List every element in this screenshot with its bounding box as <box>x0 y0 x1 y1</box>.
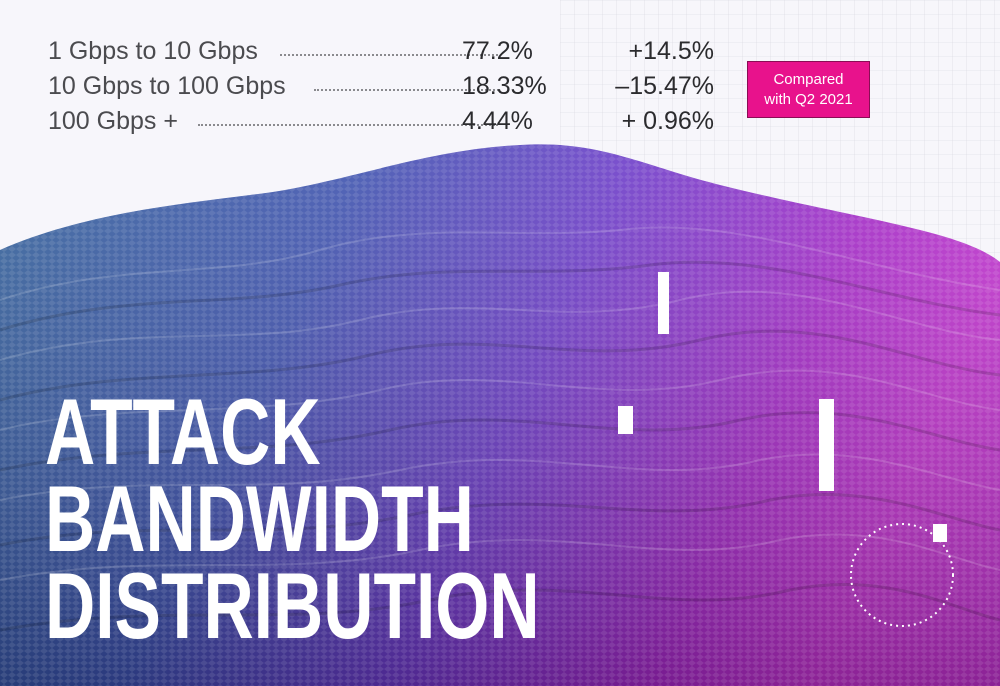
fabric-knit-texture <box>0 144 1000 686</box>
wave-shadow-lines <box>0 260 1000 632</box>
title-line-1: ATTACK <box>45 379 321 484</box>
stat-change-value: + 0.96% <box>621 107 714 135</box>
wave-ridge-lines <box>0 226 1000 581</box>
dotted-circle-decoration <box>850 523 954 627</box>
dotted-leader <box>280 54 498 56</box>
stat-share-value: 4.44% <box>462 107 533 135</box>
stat-row-10-100-gbps: 10 Gbps to 100 Gbps 18.33% –15.47% <box>48 69 718 103</box>
vertical-bar-decoration <box>658 272 669 334</box>
title-line-3: DISTRIBUTION <box>45 553 540 658</box>
stat-range-label: 100 Gbps + <box>48 107 178 135</box>
tall-bar-decoration <box>819 399 834 491</box>
stat-row-1-10-gbps: 1 Gbps to 10 Gbps 77.2% +14.5% <box>48 34 718 68</box>
stat-share-value: 18.33% <box>462 72 547 100</box>
stat-share-value: 77.2% <box>462 37 533 65</box>
small-square-decoration <box>933 524 947 542</box>
page-title: ATTACK BANDWIDTH DISTRIBUTION <box>45 379 540 658</box>
stat-range-label: 1 Gbps to 10 Gbps <box>48 37 258 65</box>
dotted-leader <box>314 89 499 91</box>
comparison-badge: Compared with Q2 2021 <box>747 61 870 118</box>
title-line-2: BANDWIDTH <box>45 466 474 571</box>
stat-row-100-gbps-plus: 100 Gbps + 4.44% + 0.96% <box>48 104 718 138</box>
stat-range-label: 10 Gbps to 100 Gbps <box>48 72 286 100</box>
short-bar-decoration <box>618 406 633 434</box>
stat-change-value: +14.5% <box>628 37 715 65</box>
stat-change-value: –15.47% <box>615 72 714 100</box>
dotted-leader <box>198 124 498 126</box>
